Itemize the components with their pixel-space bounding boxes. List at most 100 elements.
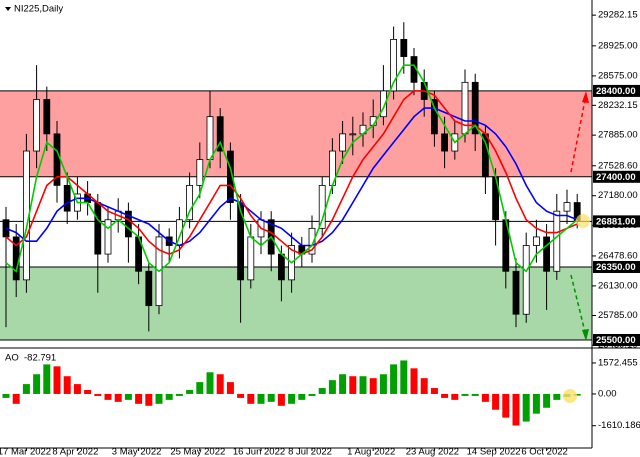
y-tick-label: 28232.15 <box>598 100 638 111</box>
ao-bar <box>400 360 408 394</box>
ao-bar <box>186 390 194 394</box>
candle-body <box>94 202 102 255</box>
moving-average <box>5 64 578 273</box>
x-tick-label: 25 May 2022 <box>170 447 225 457</box>
ao-bar <box>267 393 275 402</box>
x-tick-label: 1 Aug 2022 <box>347 447 395 457</box>
ao-bar <box>63 376 71 394</box>
level-label: 26350.00 <box>596 262 636 273</box>
x-tick-label: 14 Sep 2022 <box>467 447 521 457</box>
level-label: 27400.00 <box>596 172 636 183</box>
candle-body <box>522 245 530 315</box>
y-tick-label: 1572.455 <box>598 357 638 368</box>
ao-bar <box>318 388 326 394</box>
candle-body <box>33 99 40 152</box>
ao-bar <box>226 382 234 394</box>
ao-bar <box>461 393 469 396</box>
x-tick-label: 16 Jun 2022 <box>233 447 285 457</box>
title-icon <box>5 7 11 11</box>
ao-bar <box>369 378 377 394</box>
candle-body <box>441 133 449 152</box>
candle-body <box>247 236 255 281</box>
ao-bar <box>339 374 347 394</box>
ao-bar <box>308 393 316 396</box>
ao-bar <box>12 393 20 404</box>
x-tick-label: 17 Mar 2022 <box>0 447 51 457</box>
ao-bar <box>22 384 30 394</box>
y-tick-label: 0.00 <box>598 388 617 399</box>
ao-bar <box>430 388 438 394</box>
up-arrow <box>570 99 586 173</box>
x-tick-label: 8 Apr 2022 <box>52 447 98 457</box>
zones <box>0 90 592 340</box>
candle-body <box>379 90 387 118</box>
x-tick-label: 6 Oct 2022 <box>521 447 567 457</box>
x-tick-label: 8 Jul 2022 <box>288 447 332 457</box>
ao-bar <box>145 393 153 406</box>
y-tick-label: 27528.60 <box>598 160 638 171</box>
candle-body <box>533 236 540 246</box>
ao-name: AO <box>5 353 19 364</box>
ao-bar <box>277 393 285 406</box>
ao-bar <box>94 393 102 396</box>
ao-bar <box>216 374 224 394</box>
candle-body <box>430 99 438 135</box>
ao-bar <box>257 393 265 404</box>
level-label-box <box>593 215 640 228</box>
candle-body <box>277 253 285 281</box>
ao-bar <box>247 393 255 404</box>
candle-body <box>63 184 71 212</box>
up-arrow-head <box>582 91 589 103</box>
level-label-box <box>593 333 640 346</box>
ao-bar <box>328 380 336 394</box>
ao-bar <box>543 393 551 408</box>
ao-bar <box>390 364 398 394</box>
candle-body <box>461 81 469 135</box>
candle-body <box>471 81 479 135</box>
candle-body <box>318 184 326 229</box>
candle-body <box>390 38 398 92</box>
candle-body <box>125 210 132 238</box>
candle-body <box>216 116 224 152</box>
down-arrow <box>570 274 586 333</box>
candle-body <box>237 202 245 281</box>
level-label-box <box>593 170 640 183</box>
ao-bar <box>471 393 479 396</box>
candle-body <box>186 184 194 221</box>
right-axis-labels: 29282.15 28925.00 28575.00 28232.15 27885.00… <box>0 10 640 457</box>
candle-body <box>206 116 214 161</box>
chart-title: NI225,Daily <box>14 4 63 15</box>
ao-bar <box>298 393 306 400</box>
ao-last-value: -82.791 <box>24 353 56 364</box>
ao-bar <box>165 393 173 400</box>
ao-bar <box>33 374 41 394</box>
candle-body <box>145 270 153 307</box>
ao-bar <box>349 376 357 394</box>
ao-bar <box>553 393 561 400</box>
ao-bar <box>288 393 296 404</box>
y-tick-label: 28575.00 <box>598 70 638 81</box>
ao-bar <box>43 364 51 394</box>
ao-bar <box>379 374 387 394</box>
candle-body <box>104 219 112 255</box>
zone <box>0 90 592 177</box>
price-highlight <box>576 214 590 228</box>
ao-bar <box>512 393 520 426</box>
ao-bar <box>53 366 61 394</box>
down-arrow-head <box>582 329 589 341</box>
ao-bar <box>441 393 449 398</box>
ao-bar <box>206 372 214 394</box>
candle-body <box>226 150 234 203</box>
ao-bar <box>2 393 10 398</box>
ao-bar <box>237 393 245 398</box>
level-label-box <box>593 84 640 97</box>
ao-bar <box>573 393 581 396</box>
x-tick-label: 23 Aug 2022 <box>406 447 459 457</box>
ao-bar <box>502 393 510 418</box>
ao-bar <box>481 393 489 402</box>
ao-bar <box>114 393 122 402</box>
candle-body <box>400 38 408 57</box>
ao-highlight <box>563 389 577 403</box>
ao-bar <box>175 393 183 396</box>
